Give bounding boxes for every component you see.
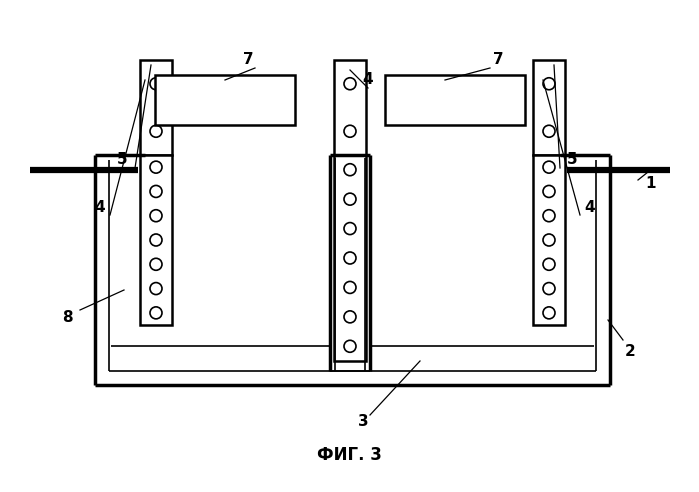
Bar	[385, 75, 525, 125]
Bar	[334, 60, 366, 155]
Text: 8: 8	[62, 310, 72, 326]
Bar	[533, 155, 565, 325]
Text: 7: 7	[493, 53, 503, 67]
Text: 3: 3	[358, 414, 368, 430]
Text: 2: 2	[625, 344, 635, 360]
Bar	[533, 60, 565, 155]
Text: 5: 5	[567, 153, 577, 167]
Text: 4: 4	[94, 201, 106, 215]
Text: ФИГ. 3: ФИГ. 3	[317, 446, 382, 464]
Bar	[140, 155, 172, 325]
Text: 7: 7	[243, 53, 253, 67]
Text: 4: 4	[584, 201, 596, 215]
Bar	[334, 155, 366, 361]
Text: 4: 4	[363, 72, 373, 88]
Text: 1: 1	[646, 176, 656, 190]
Bar	[155, 75, 295, 125]
Text: 5: 5	[117, 153, 127, 167]
Bar	[140, 60, 172, 155]
